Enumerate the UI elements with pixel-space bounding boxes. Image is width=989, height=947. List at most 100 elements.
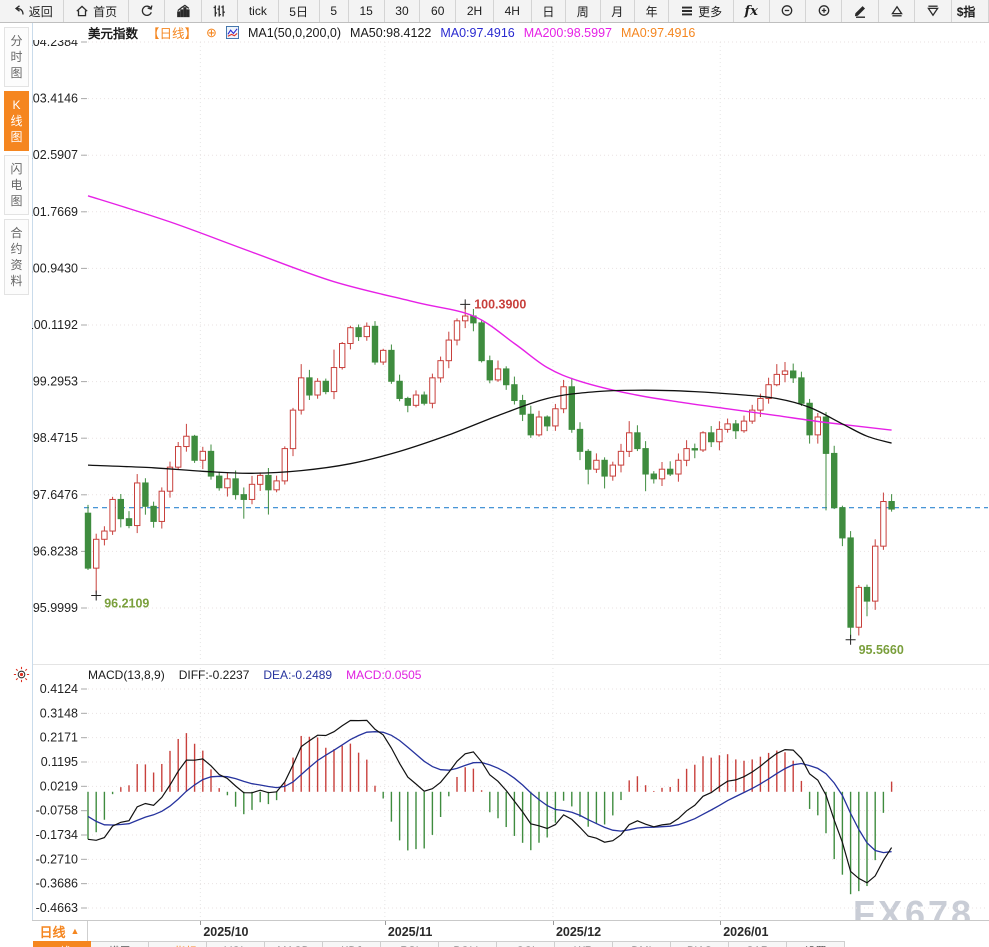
- sidebar-tab-time-chart[interactable]: 分时图: [4, 27, 29, 87]
- bottom-tab-8[interactable]: CCI: [497, 941, 555, 947]
- fx-icon: fx: [744, 3, 758, 19]
- x-axis-tick: [384, 921, 386, 925]
- fx-indicator-button[interactable]: fx: [733, 0, 770, 22]
- bottom-tab-3[interactable]: VOL: [207, 941, 265, 947]
- svg-text:0.0219: 0.0219: [40, 779, 78, 793]
- more-button[interactable]: 更多: [669, 0, 734, 22]
- bottom-tab-10[interactable]: DMI: [613, 941, 671, 947]
- menu-icon: [682, 6, 693, 16]
- svg-text:-0.3686: -0.3686: [36, 877, 78, 891]
- svg-text:100.1192: 100.1192: [27, 318, 78, 332]
- svg-text:-0.4663: -0.4663: [36, 901, 78, 915]
- macd-params-label: MACD(13,8,9): [88, 668, 165, 682]
- period-2h-button[interactable]: 2H: [456, 0, 494, 22]
- volume-chart-button[interactable]: [165, 0, 202, 22]
- svg-text:96.2109: 96.2109: [104, 597, 149, 611]
- sidebar-tab-contract-info[interactable]: 合约资料: [4, 219, 29, 295]
- period-60m-button-label: 60: [431, 4, 445, 18]
- x-axis-label-1: 2025/11: [387, 925, 433, 939]
- bottom-tab-1[interactable]: 横屏: [91, 941, 149, 947]
- svg-text:104.2384: 104.2384: [26, 40, 78, 49]
- period-day-button[interactable]: 日: [531, 0, 567, 22]
- period-day-button-label: 日: [542, 4, 555, 19]
- draw-pencil-button[interactable]: [842, 0, 879, 22]
- period-week-button-label: 周: [576, 4, 589, 19]
- macd-header: MACD(13,8,9) DIFF:-0.2237 DEA:-0.2489 MA…: [88, 668, 421, 682]
- triangle-down-button[interactable]: [915, 0, 952, 22]
- bottom-tab-9[interactable]: WR: [555, 941, 613, 947]
- home-button[interactable]: 首页: [64, 0, 129, 22]
- zoom-out-button[interactable]: [769, 0, 807, 22]
- bottom-tab-0[interactable]: K线: [33, 941, 91, 947]
- period-5d-button[interactable]: 5日: [278, 0, 320, 22]
- bottom-tab-12[interactable]: SAR: [729, 941, 787, 947]
- period-4h-button[interactable]: 4H: [493, 0, 532, 22]
- panel-separator: [33, 664, 989, 665]
- zoom-out-icon: [781, 5, 793, 16]
- period-15m-button[interactable]: 15: [348, 0, 385, 22]
- zoom-in-button[interactable]: [806, 0, 843, 22]
- triangle-up-button[interactable]: [878, 0, 916, 22]
- period-week-button[interactable]: 周: [566, 0, 601, 22]
- x-axis-label-2: 2025/12: [555, 925, 602, 939]
- svg-text:97.6476: 97.6476: [33, 488, 78, 502]
- bottom-tab-4[interactable]: MACD: [265, 941, 323, 947]
- macd-dea-value: DEA:-0.2489: [263, 668, 333, 682]
- tick-chart-button[interactable]: [201, 0, 239, 22]
- dollar-button-label: $指: [956, 4, 976, 19]
- period-month-button-label: 月: [611, 4, 624, 19]
- ma200-value: MA200:98.5997: [523, 25, 612, 40]
- period-60m-button[interactable]: 60: [420, 0, 457, 22]
- candlestick-icon: [214, 5, 226, 17]
- period-selector[interactable]: 日线 ▲: [32, 921, 88, 942]
- macd-chart[interactable]: 0.4124 0.3148 0.2171 0.1195 0.0219 -0.0758 -0.…: [0, 666, 989, 918]
- svg-text:103.4146: 103.4146: [26, 92, 78, 106]
- period-selector-label: 日线: [39, 924, 66, 940]
- back-button[interactable]: 返回: [0, 0, 65, 22]
- period-4h-button-label: 4H: [504, 4, 520, 18]
- sidebar-tab-lightning-chart[interactable]: 闪电图: [4, 155, 29, 215]
- bottom-tab-6[interactable]: RSI: [381, 941, 439, 947]
- chevron-up-icon: ▲: [70, 926, 80, 936]
- period-2h-button-label: 2H: [466, 4, 483, 18]
- add-indicator-icon[interactable]: ⊕: [206, 24, 217, 40]
- bottom-tab-strip-clipped: K线横屏MA指标VOLMACDKDJRSIBOLLCCIWRDMIBIASSAR…: [0, 941, 989, 947]
- x-axis-label-0: 2025/10: [203, 925, 249, 939]
- tick-period-button[interactable]: tick: [238, 0, 279, 22]
- period-30m-button[interactable]: 30: [384, 0, 421, 22]
- period-30m-button-label: 30: [395, 4, 409, 18]
- svg-text:95.5660: 95.5660: [859, 643, 904, 657]
- bottom-tab-7[interactable]: BOLL: [439, 941, 497, 947]
- dollar-button[interactable]: $指: [951, 0, 989, 22]
- period-5d-button-label: 5日: [289, 4, 308, 19]
- panel-left-border: [32, 23, 33, 947]
- bottom-tab-5[interactable]: KDJ: [323, 941, 381, 947]
- period-5m-button[interactable]: 5: [319, 0, 349, 22]
- indicator-settings-sun-icon[interactable]: [13, 666, 30, 683]
- svg-text:99.2953: 99.2953: [33, 375, 78, 389]
- back-arrow-icon: [14, 5, 24, 15]
- refresh-button[interactable]: [128, 0, 166, 22]
- x-axis-label-3: 2026/01: [723, 925, 769, 939]
- bottom-tab-13[interactable]: 设置: [787, 941, 845, 947]
- svg-text:-0.1734: -0.1734: [36, 828, 78, 842]
- svg-text:102.5907: 102.5907: [26, 148, 78, 162]
- svg-text:96.8238: 96.8238: [33, 544, 78, 558]
- price-candlestick-chart[interactable]: 104.2384 103.4146 102.5907 101.7669 100.9430…: [0, 40, 989, 664]
- toolbar: 返回 首页 tick 5日 5 15 30 60 2H 4H 日 周 月 年 更多 fx $指: [0, 0, 989, 23]
- period-5m-button-label: 5: [330, 4, 338, 18]
- period-label: 【日线】: [147, 27, 198, 41]
- ma0-orange-value: MA0:97.4916: [620, 25, 696, 40]
- bottom-tab-2[interactable]: MA指标: [149, 941, 207, 947]
- bottom-tab-11[interactable]: BIAS: [671, 941, 729, 947]
- zoom-in-icon: [818, 5, 830, 16]
- period-month-button[interactable]: 月: [600, 0, 635, 22]
- pencil-icon: [855, 6, 866, 18]
- x-axis-tick: [552, 921, 554, 925]
- home-button-label: 首页: [93, 4, 118, 19]
- svg-text:95.9999: 95.9999: [33, 601, 78, 615]
- mini-chart-icon[interactable]: [225, 26, 239, 39]
- period-year-button[interactable]: 年: [634, 0, 670, 22]
- svg-text:98.4715: 98.4715: [33, 431, 78, 445]
